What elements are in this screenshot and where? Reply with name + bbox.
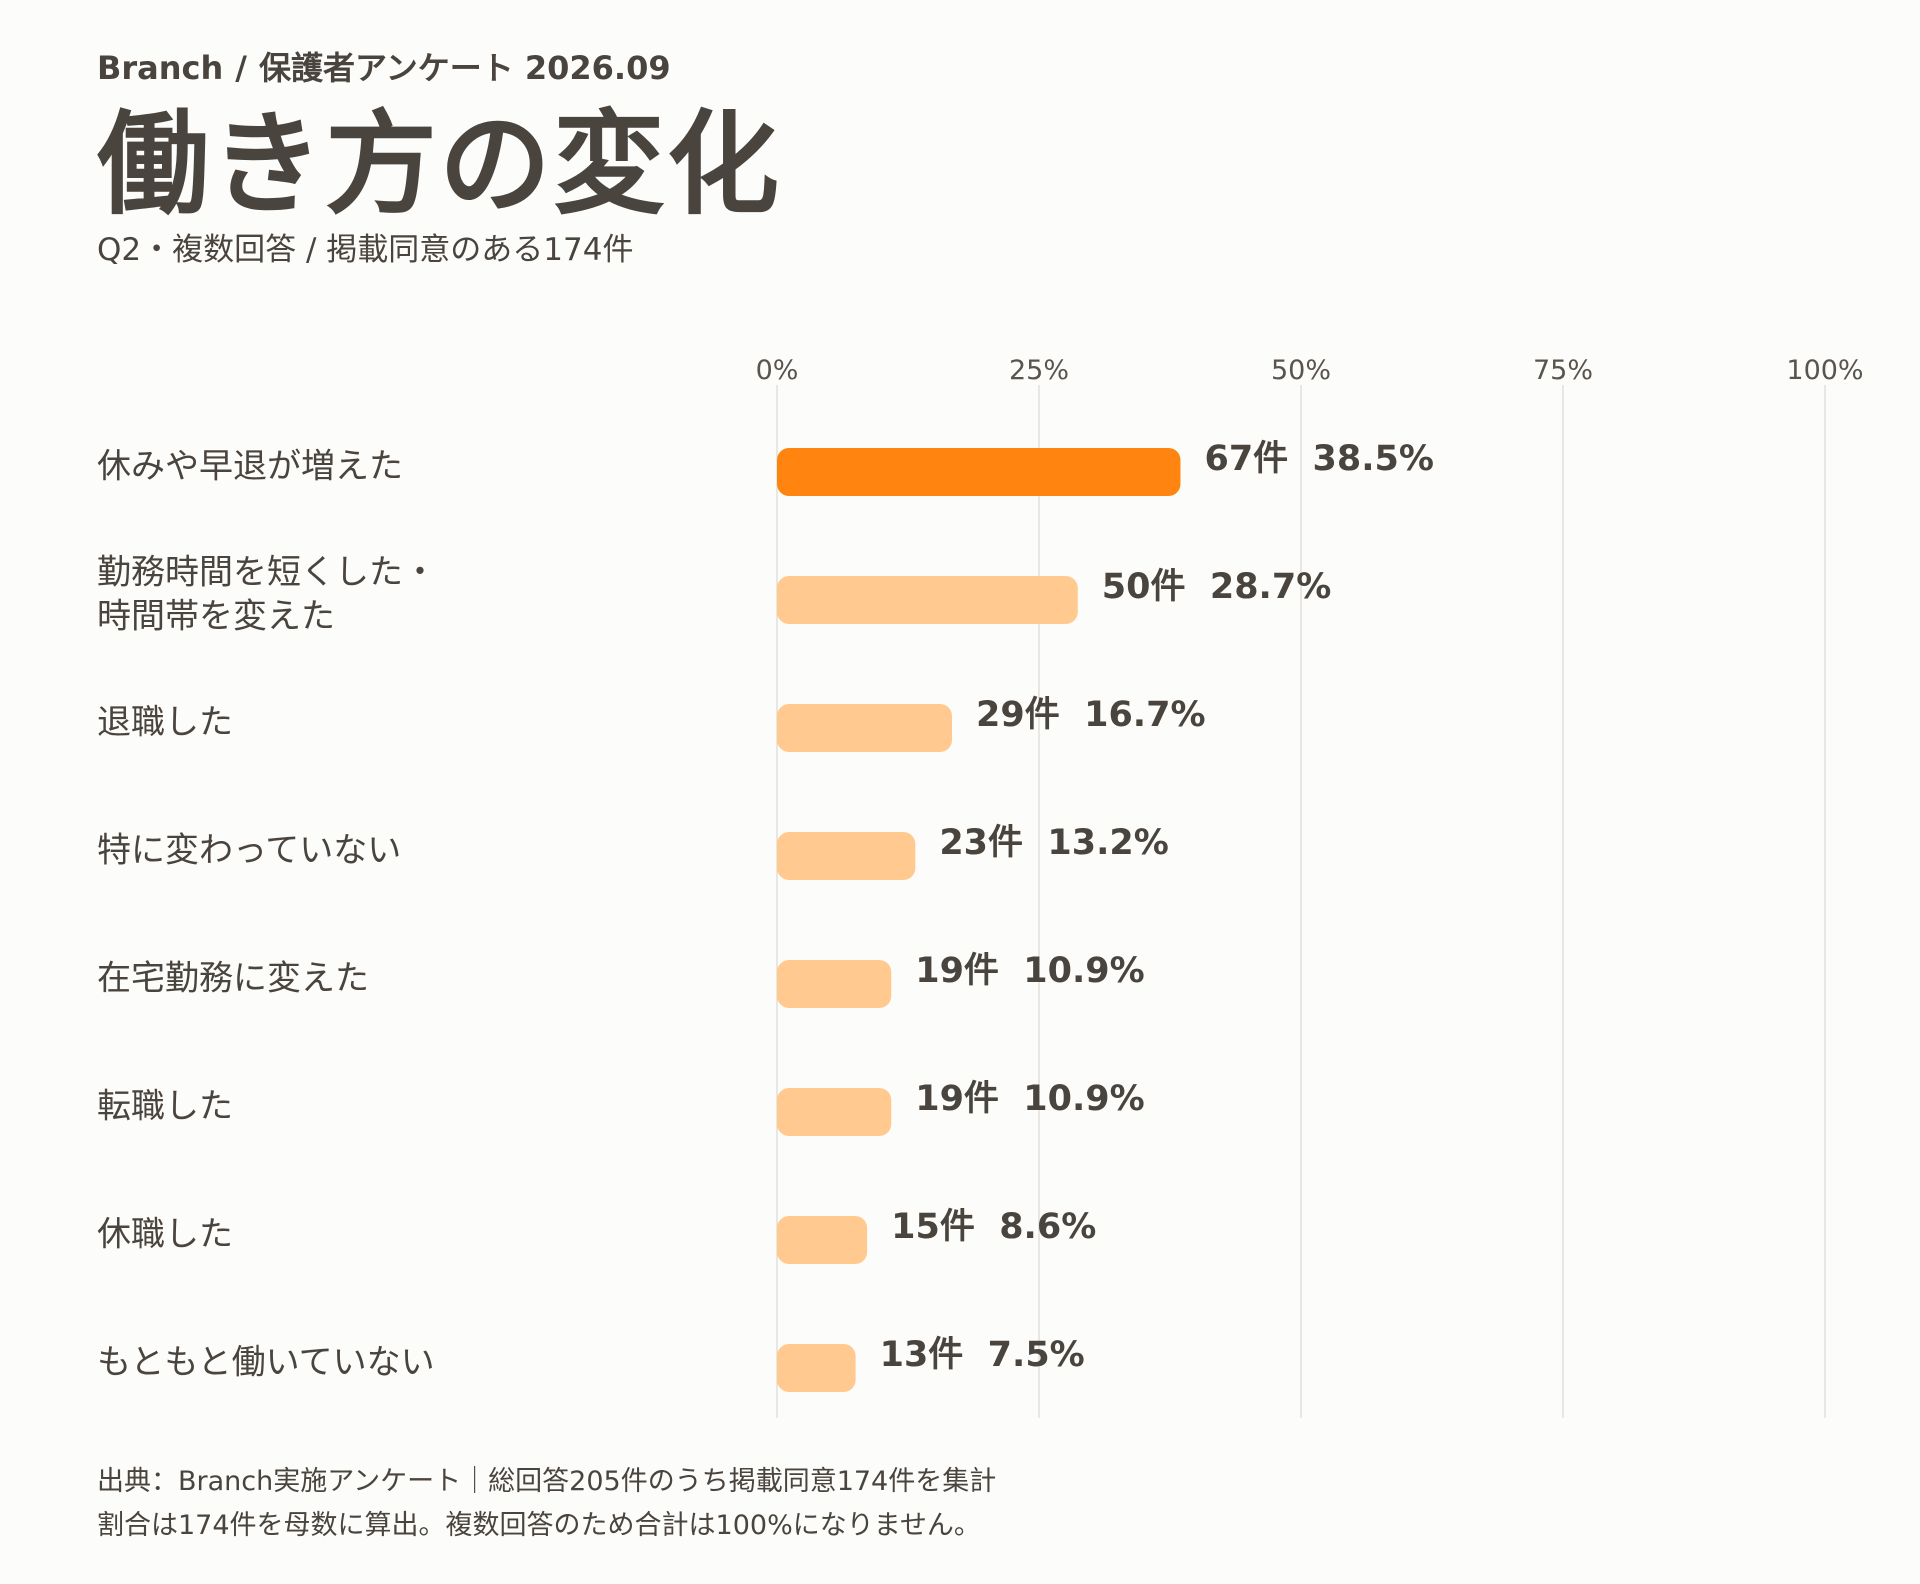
breadcrumb: Branch / 保護者アンケート 2026.09 — [97, 48, 781, 88]
value-label: 67件 38.5% — [1204, 439, 1434, 479]
value-label: 19件 10.9% — [915, 1079, 1144, 1119]
value-label: 23件 13.2% — [939, 823, 1168, 863]
calculation-note: 割合は174件を母数に算出。複数回答のため合計は100%になりません。 — [97, 1510, 981, 1541]
category-label: もともと働いていない — [97, 1343, 435, 1383]
category-label: 転職した — [97, 1087, 233, 1127]
category-label: 勤務時間を短くした・ — [97, 553, 437, 593]
header: Branch / 保護者アンケート 2026.09 働き方の変化 Q2・複数回答 /… — [97, 48, 781, 270]
category-label: 在宅勤務に変えた — [97, 959, 369, 999]
category-label: 休職した — [97, 1215, 233, 1255]
x-tick-label: 50% — [1271, 355, 1331, 386]
brand-name: Branch — [97, 49, 224, 87]
bar — [777, 832, 916, 880]
grid-layer — [776, 385, 1826, 1418]
page-subtitle: Q2・複数回答 / 掲載同意のある174件 — [97, 232, 634, 268]
bar — [777, 704, 953, 752]
category-label: 時間帯を変えた — [97, 597, 335, 637]
source-note: 出典：Branch実施アンケート｜総回答205件のうち掲載同意174件を集計 — [97, 1466, 997, 1497]
bar — [777, 448, 1181, 496]
bar — [777, 960, 892, 1008]
breadcrumb-separator: / — [235, 49, 247, 87]
x-axis-ticks: 0% 25% 50% 75% 100% — [756, 355, 1864, 386]
bar — [777, 1216, 868, 1264]
value-label: 13件 7.5% — [880, 1335, 1085, 1375]
category-label: 休みや早退が増えた — [97, 447, 403, 487]
x-tick-label: 75% — [1533, 355, 1593, 386]
x-tick-label: 25% — [1009, 355, 1069, 386]
bars — [777, 448, 1181, 1392]
category-label: 特に変わっていない — [97, 831, 401, 871]
category-label: 退職した — [97, 703, 233, 743]
value-labels: 67件 38.5% 50件 28.7% 29件 16.7% 23件 13.2% 19件 … — [880, 439, 1434, 1375]
x-tick-label: 0% — [756, 355, 799, 386]
bar — [777, 1344, 856, 1392]
value-label: 50件 28.7% — [1102, 567, 1332, 607]
value-label: 29件 16.7% — [976, 695, 1206, 735]
category-labels: 休みや早退が増えた勤務時間を短くした・時間帯を変えた退職した特に変わっていない在… — [97, 447, 437, 1383]
survey-name: 保護者アンケート 2026.09 — [258, 49, 671, 87]
value-label: 19件 10.9% — [915, 951, 1144, 991]
bar — [777, 1088, 892, 1136]
page-title: 働き方の変化 — [97, 100, 781, 230]
value-label: 15件 8.6% — [891, 1207, 1096, 1247]
x-tick-label: 100% — [1786, 355, 1863, 386]
bar — [777, 576, 1078, 624]
footer-notes: 出典：Branch実施アンケート｜総回答205件のうち掲載同意174件を集計 割… — [97, 1460, 996, 1548]
